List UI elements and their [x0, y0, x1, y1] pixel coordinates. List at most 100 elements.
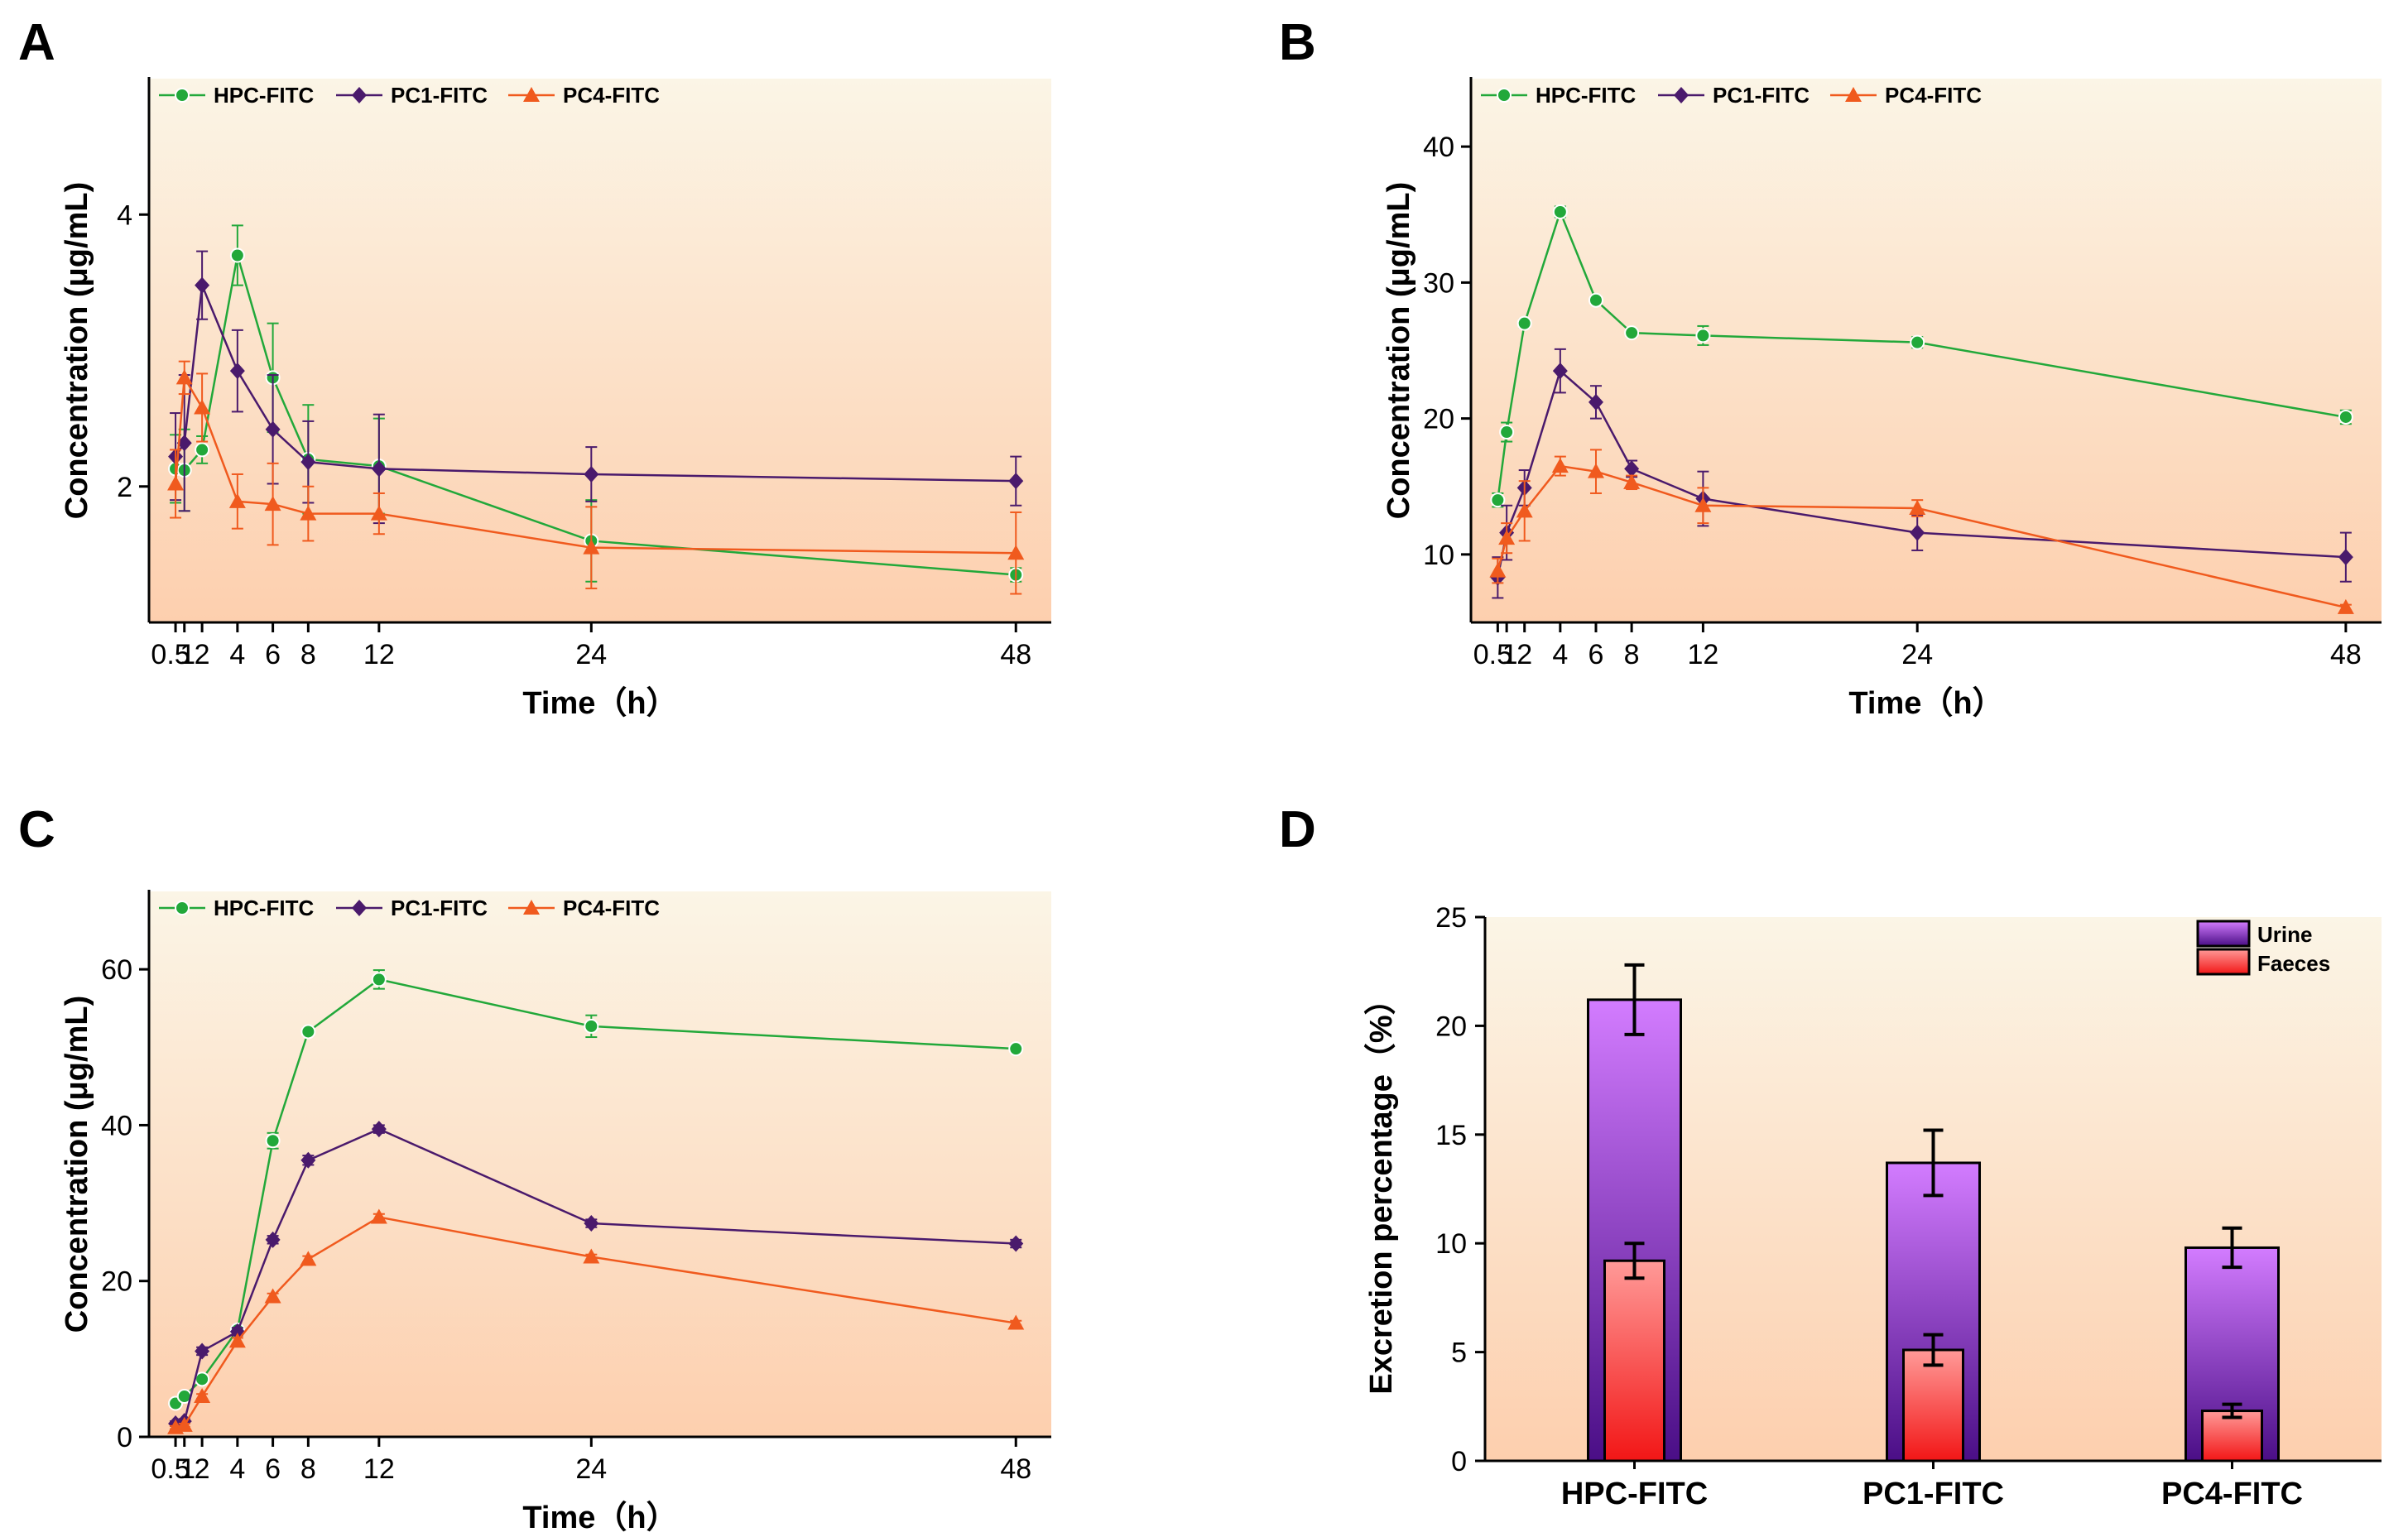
data-point: [1498, 530, 1516, 545]
series-pc4-fitc: [167, 1208, 1025, 1434]
legend-marker: [175, 88, 190, 103]
data-point: [584, 1215, 599, 1232]
data-point: [1695, 328, 1711, 343]
data-point: [264, 1288, 281, 1304]
y-tick-label: 0: [1451, 1446, 1467, 1477]
y-tick-label: 4: [117, 199, 132, 231]
data-point: [264, 496, 281, 512]
x-tick-label: 1: [1502, 639, 1518, 670]
x-axis-title: Time（h）: [522, 1501, 677, 1535]
panel-b: B 0.512 4 6 8 12 24 4810203040Time（h）Concentra…: [1279, 14, 2382, 721]
data-point: [584, 465, 599, 483]
data-point: [167, 475, 185, 491]
data-point: [1588, 292, 1603, 308]
legend-label: Faeces: [2257, 951, 2330, 976]
legend-marker: [352, 900, 367, 916]
x-tick-label: 2: [195, 1453, 210, 1485]
data-point: [229, 363, 245, 380]
y-tick-label: 25: [1435, 902, 1467, 934]
data-point: [300, 454, 316, 471]
data-point: [1624, 325, 1640, 341]
x-tick-label: 48: [1000, 1453, 1031, 1485]
legend-swatch-faeces: [2196, 948, 2251, 976]
data-point: [176, 435, 192, 452]
series-pc4-fitc: [1489, 449, 2354, 614]
legend: HPC-FITC PC1-FITC PC4-FITC: [159, 896, 660, 920]
data-point: [1909, 500, 1926, 516]
data-point: [1499, 425, 1515, 440]
data-point: [175, 369, 193, 385]
y-tick-label: 40: [1423, 132, 1454, 163]
x-tick-label: 4: [229, 1453, 245, 1485]
data-point: [265, 1231, 281, 1248]
data-point: [371, 460, 387, 478]
legend: Urine Faeces: [2196, 920, 2330, 976]
x-tick-label: 6: [1589, 639, 1604, 670]
panel-d-plot: HPC-FITC PC1-FITC PC4-FITC 0 5 10 15 20 25 Excret…: [1364, 902, 2382, 1511]
legend-label: HPC-FITC: [214, 83, 315, 108]
y-axis-title: Concentration (μg/mL): [60, 996, 94, 1333]
data-point: [194, 399, 211, 415]
data-point: [1008, 1235, 1024, 1252]
series-hpc-fitc: [1490, 204, 2353, 508]
data-point: [2338, 549, 2353, 566]
legend-marker: [523, 87, 540, 102]
legend-marker: [523, 900, 540, 915]
x-tick-label: HPC-FITC: [1561, 1477, 1708, 1511]
y-tick-label: 5: [1451, 1338, 1467, 1369]
data-point: [371, 1121, 387, 1138]
x-tick-label: 6: [265, 1453, 281, 1485]
x-tick-label: 1: [180, 1453, 195, 1485]
data-point: [228, 1333, 246, 1348]
data-point: [300, 1024, 316, 1040]
y-tick-label: 60: [101, 954, 132, 986]
x-tick-label: 12: [363, 1453, 395, 1485]
legend-label: Urine: [2257, 922, 2312, 947]
x-tick-label: 2: [1516, 639, 1532, 670]
data-point: [195, 442, 210, 458]
data-point: [1588, 393, 1603, 411]
legend-label: PC1-FITC: [391, 83, 488, 108]
x-tick-label: PC1-FITC: [1862, 1477, 2004, 1511]
x-tick-label: 12: [1687, 639, 1718, 670]
data-point: [1516, 315, 1532, 331]
legend-marker: [1845, 87, 1862, 102]
x-tick-label: 8: [300, 1453, 316, 1485]
series-pc1-fitc: [168, 250, 1024, 525]
bar-group-hpc-fitc: [1587, 963, 1682, 1463]
data-point: [1552, 363, 1568, 380]
data-point: [265, 420, 281, 438]
legend-label: PC1-FITC: [1713, 83, 1810, 108]
data-point: [370, 1208, 387, 1224]
legend: HPC-FITC PC1-FITC PC4-FITC: [1481, 83, 1982, 108]
data-point: [300, 1151, 316, 1169]
legend-label: PC4-FITC: [563, 83, 660, 108]
y-tick-label: 2: [117, 472, 132, 503]
x-tick-label: 4: [1552, 639, 1568, 670]
data-point: [1624, 460, 1640, 478]
panel-letter: A: [18, 14, 55, 71]
data-point: [370, 505, 387, 521]
legend-marker: [1497, 88, 1512, 103]
y-tick-label: 20: [101, 1266, 132, 1298]
x-tick-label: 12: [363, 639, 395, 670]
y-axis-title: Concentration (μg/mL): [1382, 182, 1416, 519]
data-point: [1910, 334, 1925, 350]
y-tick-label: 40: [101, 1110, 132, 1141]
data-point: [1489, 562, 1507, 578]
data-point: [265, 1133, 281, 1149]
data-point: [584, 1018, 599, 1034]
panel-c: C 0.512 4 6 8 12 24 480204060Time（h）Concentrat…: [18, 801, 1051, 1535]
x-tick-label: 1: [180, 639, 195, 670]
panel-letter: D: [1279, 801, 1316, 858]
legend-label: PC4-FITC: [1885, 83, 1982, 108]
x-tick-label: 6: [265, 639, 281, 670]
legend: HPC-FITC PC1-FITC PC4-FITC: [159, 83, 660, 108]
x-tick-label: 24: [575, 1453, 607, 1485]
x-tick-label: 0.5: [151, 1453, 190, 1485]
x-tick-label: 4: [229, 639, 245, 670]
data-point: [1623, 473, 1641, 489]
y-tick-label: 0: [117, 1422, 132, 1453]
